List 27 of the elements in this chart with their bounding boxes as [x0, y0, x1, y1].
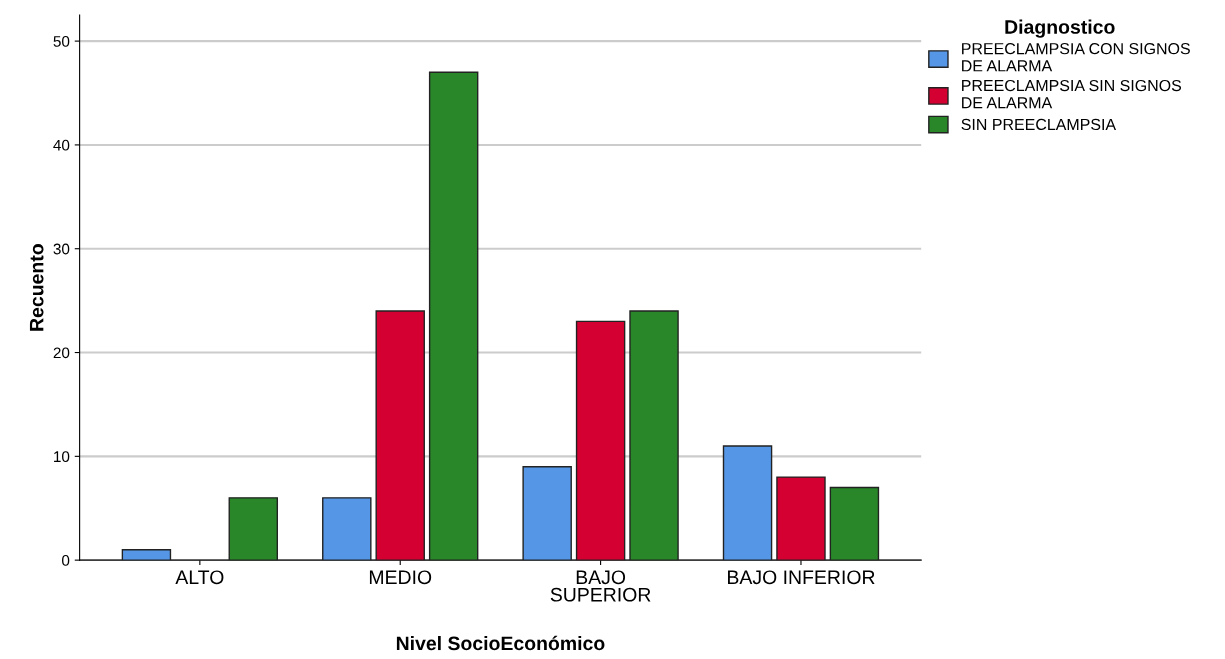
y-axis-title: Recuento	[29, 244, 44, 331]
legend-label: SIN PREECLAMPSIA	[961, 118, 1117, 131]
bar	[575, 320, 626, 561]
y-tick-label: 50	[53, 35, 70, 47]
bar	[776, 476, 826, 561]
x-tick-label: BAJO INFERIOR	[728, 570, 875, 585]
bar	[629, 310, 679, 561]
bar	[428, 71, 479, 561]
bar	[375, 310, 425, 561]
legend-label: PREECLAMPSIA CON SIGNOS DE ALARMA	[962, 42, 1190, 72]
legend-label: PREECLAMPSIA SIN SIGNOS DE ALARMA	[962, 79, 1182, 109]
x-tick-label: ALTO	[175, 570, 224, 585]
x-tick-label: MEDIO	[369, 570, 432, 585]
legend-title: Diagnostico	[1005, 19, 1115, 38]
bar	[522, 466, 572, 561]
x-axis-title: Nivel SocioEconómico	[396, 635, 605, 651]
y-tick-label: 20	[53, 347, 70, 359]
y-tick-label: 10	[54, 451, 70, 463]
bar	[722, 445, 773, 561]
bar	[121, 549, 172, 561]
y-tick-label: 30	[53, 243, 70, 255]
y-tick-label: 0	[62, 555, 70, 566]
y-tick-label: 40	[53, 139, 70, 151]
bar	[829, 486, 880, 561]
bar	[228, 497, 279, 561]
bar	[322, 497, 372, 561]
x-tick-label: BAJO SUPERIOR	[550, 570, 651, 602]
